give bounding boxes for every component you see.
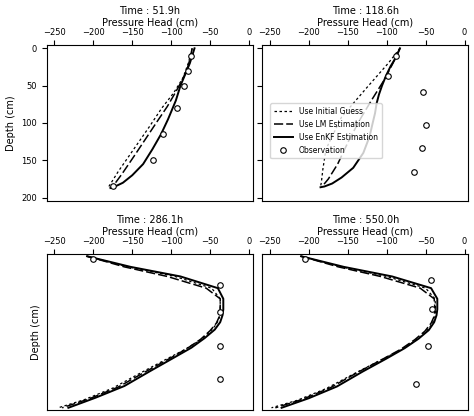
- Title: Time : 550.0h
Pressure Head (cm): Time : 550.0h Pressure Head (cm): [317, 215, 413, 236]
- Title: Time : 51.9h
Pressure Head (cm): Time : 51.9h Pressure Head (cm): [102, 5, 198, 27]
- Title: Time : 118.6h
Pressure Head (cm): Time : 118.6h Pressure Head (cm): [317, 5, 413, 27]
- Title: Time : 286.1h
Pressure Head (cm): Time : 286.1h Pressure Head (cm): [102, 215, 198, 236]
- Y-axis label: Depth (cm): Depth (cm): [6, 95, 16, 151]
- Legend: Use Initial Guess, Use LM Estimation, Use EnKF Estimation, Observation: Use Initial Guess, Use LM Estimation, Us…: [270, 103, 382, 158]
- Y-axis label: Depth (cm): Depth (cm): [31, 304, 41, 360]
